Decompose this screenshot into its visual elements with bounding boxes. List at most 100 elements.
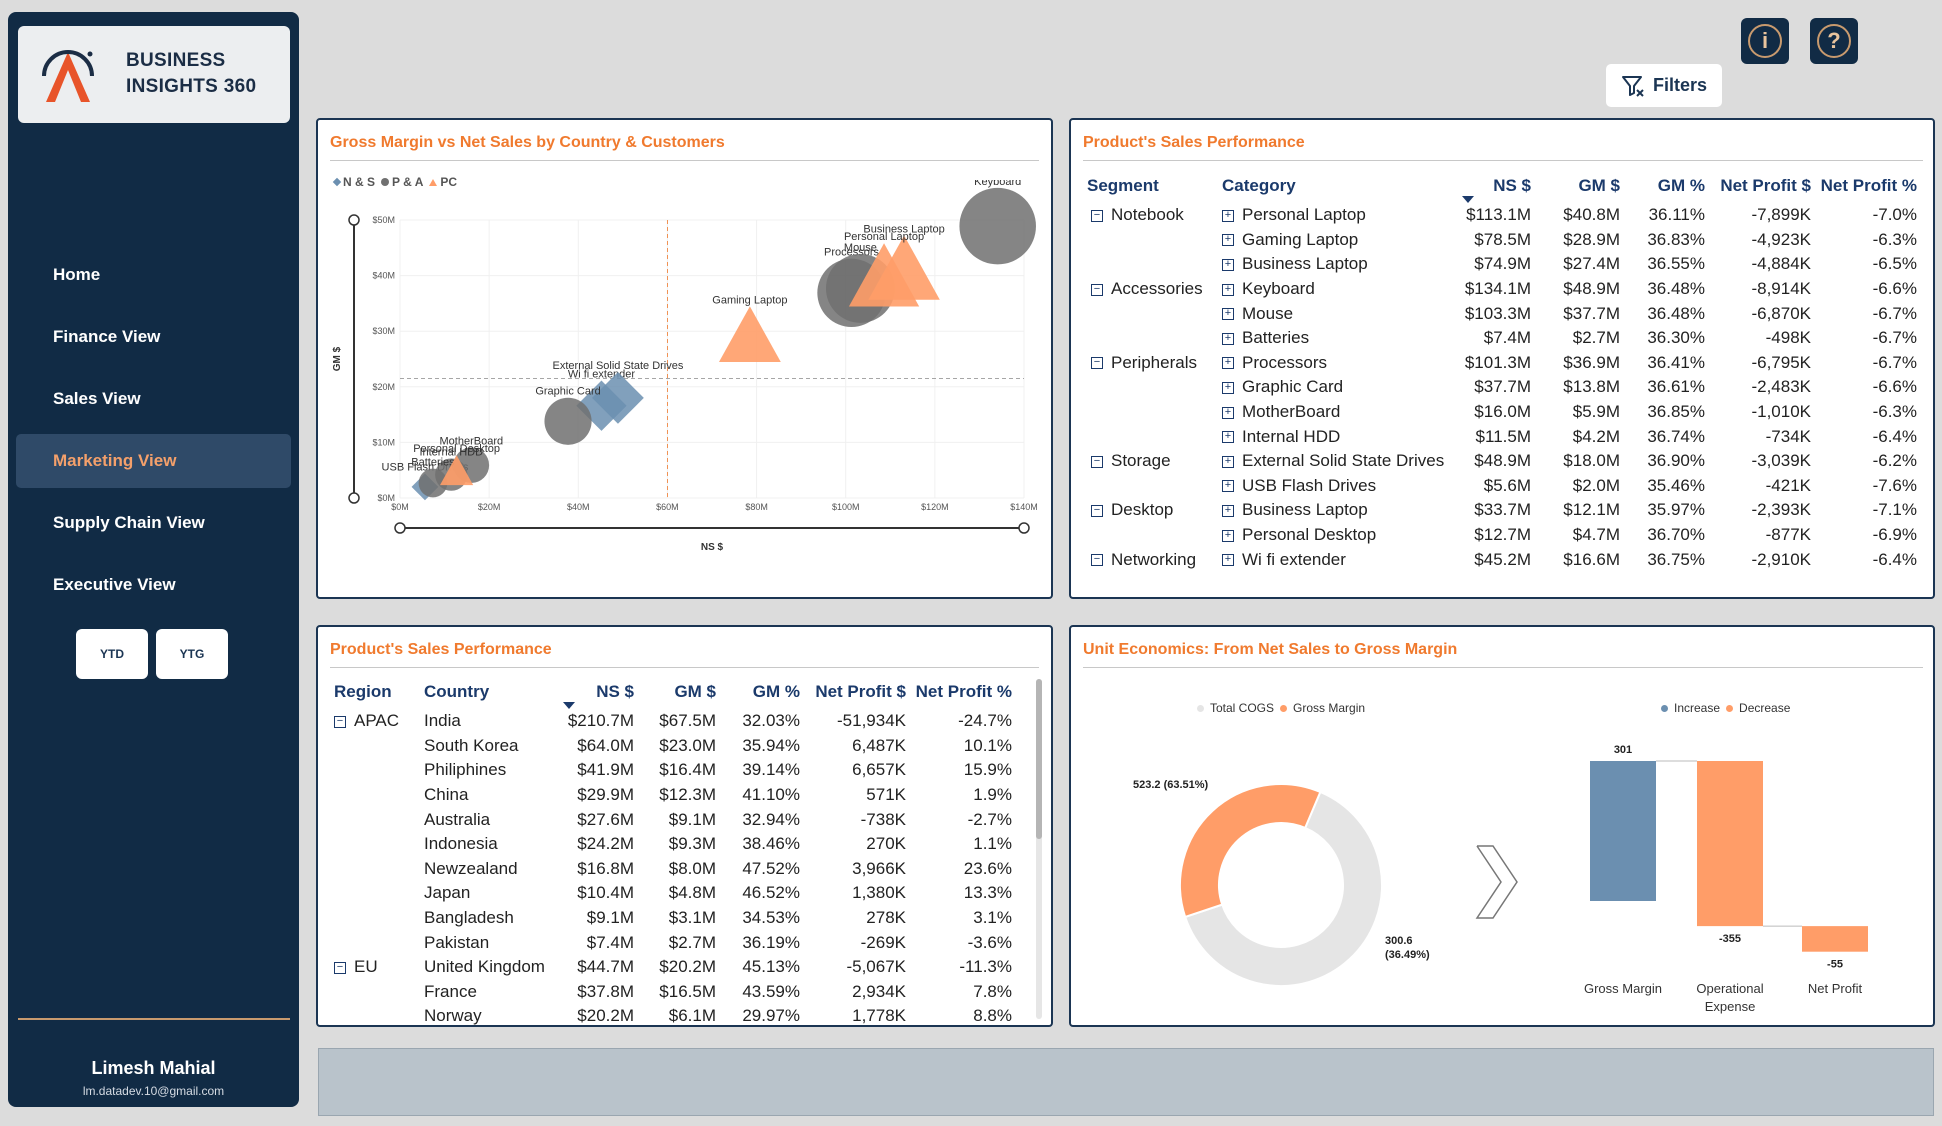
column-header-ns[interactable]: NS $	[596, 682, 634, 701]
panel-rule	[330, 160, 1039, 161]
table-row[interactable]: + Business Laptop $74.9M $27.4M 36.55% -4,884…	[1083, 252, 1921, 277]
waterfall-bar[interactable]	[1802, 926, 1868, 952]
user-email[interactable]: lm.datadev.10@gmail.com	[82, 1084, 225, 1098]
column-header-ns[interactable]: NS $	[1493, 176, 1531, 195]
y-slider-handle[interactable]	[348, 492, 360, 504]
category-label: Business Laptop	[1242, 500, 1368, 520]
table-row[interactable]: + Graphic Card $37.7M $13.8M 36.61% -2,483K -6…	[1083, 375, 1921, 400]
table-cell-gm: $28.9M	[1563, 229, 1620, 249]
table-row[interactable]: − EU United Kingdom $44.7M $20.2M 45.13% -5,06…	[330, 955, 1016, 980]
y-slider-handle[interactable]	[348, 214, 360, 226]
waterfall-bar[interactable]	[1590, 761, 1656, 901]
table-row[interactable]: + Internal HDD $11.5M $4.2M 36.74% -734K -6.4%	[1083, 424, 1921, 449]
table-row[interactable]: Pakistan $7.4M $2.7M 36.19% -269K -3.6%	[330, 930, 1016, 955]
table-row[interactable]: + Batteries $7.4M $2.7M 36.30% -498K -6.7%	[1083, 326, 1921, 351]
table-row[interactable]: − Accessories + Keyboard $134.1M $48.9M 36.48%…	[1083, 277, 1921, 302]
table-row[interactable]: South Korea $64.0M $23.0M 35.94% 6,487K 10.1%	[330, 734, 1016, 759]
column-header-country[interactable]: Country	[424, 682, 490, 701]
scatter-point[interactable]	[718, 306, 781, 363]
ytg-button[interactable]: YTG	[156, 629, 228, 679]
table-row[interactable]: Philiphines $41.9M $16.4M 39.14% 6,657K 15.9%	[330, 758, 1016, 783]
table-row[interactable]: − Notebook + Personal Laptop $113.1M $40.8M 36…	[1083, 203, 1921, 228]
expand-icon[interactable]: +	[1222, 480, 1234, 493]
nav-item-sales-view[interactable]: Sales View	[53, 389, 141, 408]
nav-item-supply-chain-view[interactable]: Supply Chain View	[53, 513, 205, 532]
sort-desc-icon[interactable]	[1462, 196, 1474, 203]
collapse-icon[interactable]: −	[1091, 283, 1103, 296]
expand-icon[interactable]: +	[1222, 308, 1234, 321]
table-row[interactable]: Australia $27.6M $9.1M 32.94% -738K -2.7%	[330, 807, 1016, 832]
table-row[interactable]: − Desktop + Business Laptop $33.7M $12.1M 35.9…	[1083, 498, 1921, 523]
scatter-point[interactable]	[418, 468, 448, 498]
table-row[interactable]: Indonesia $24.2M $9.3M 38.46% 270K 1.1%	[330, 832, 1016, 857]
column-header-region[interactable]: Region	[334, 682, 392, 701]
column-header-net-profit[interactable]: Net Profit $	[815, 682, 906, 701]
x-slider-handle[interactable]	[394, 522, 406, 534]
scatter-point[interactable]	[544, 397, 592, 445]
table-row[interactable]: + Personal Desktop $12.7M $4.7M 36.70% -877K -…	[1083, 523, 1921, 548]
table-row[interactable]: − APAC India $210.7M $67.5M 32.03% -51,934K -24…	[330, 709, 1016, 734]
nav-item-executive-view[interactable]: Executive View	[53, 575, 176, 594]
column-header-gm-pct[interactable]: GM %	[1657, 176, 1705, 195]
collapse-icon[interactable]: −	[1091, 504, 1103, 517]
table-row[interactable]: + Gaming Laptop $78.5M $28.9M 36.83% -4,923K -…	[1083, 228, 1921, 253]
expand-icon[interactable]: +	[1222, 234, 1234, 247]
help-button[interactable]: ?	[1810, 18, 1858, 64]
column-header-net-profit[interactable]: Net Profit $	[1720, 176, 1811, 195]
collapse-icon[interactable]: −	[1091, 455, 1103, 468]
column-header-net-profit-pct[interactable]: Net Profit %	[915, 682, 1012, 701]
sort-desc-icon[interactable]	[563, 702, 575, 709]
expand-icon[interactable]: +	[1222, 406, 1234, 419]
donut-slice[interactable]	[1179, 783, 1322, 919]
legend-label-gm: Gross Margin	[1293, 701, 1366, 715]
x-slider-handle[interactable]	[1018, 522, 1030, 534]
nav-item-marketing-view[interactable]: Marketing View	[16, 434, 291, 488]
filters-button[interactable]: Filters	[1606, 64, 1722, 107]
table-row[interactable]: + USB Flash Drives $5.6M $2.0M 35.46% -421K -7…	[1083, 474, 1921, 499]
nav-item-home[interactable]: Home	[53, 265, 101, 284]
table-row[interactable]: − Networking + Wi fi extender $45.2M $16.6M 36…	[1083, 547, 1921, 572]
table-row[interactable]: Japan $10.4M $4.8M 46.52% 1,380K 13.3%	[330, 881, 1016, 906]
vertical-scrollbar[interactable]	[1036, 679, 1042, 1019]
column-header-net-profit-pct[interactable]: Net Profit %	[1820, 176, 1917, 195]
expand-icon[interactable]: +	[1222, 455, 1234, 468]
collapse-icon[interactable]: −	[1091, 357, 1103, 370]
table-row[interactable]: − Storage + External Solid State Drives $48.…	[1083, 449, 1921, 474]
collapse-icon[interactable]: −	[334, 715, 346, 728]
scatter-point[interactable]	[439, 455, 474, 486]
column-header-segment[interactable]: Segment	[1087, 176, 1159, 195]
waterfall-bar[interactable]	[1697, 761, 1763, 927]
expand-icon[interactable]: +	[1222, 332, 1234, 345]
table-row[interactable]: France $37.8M $16.5M 43.59% 2,934K 7.8%	[330, 980, 1016, 1005]
expand-icon[interactable]: +	[1222, 431, 1234, 444]
scatter-point[interactable]	[848, 243, 920, 307]
table-row[interactable]: Norway $20.2M $6.1M 29.97% 1,778K 8.8%	[330, 1004, 1016, 1025]
expand-icon[interactable]: +	[1222, 554, 1234, 567]
donut-slice[interactable]	[1183, 790, 1383, 987]
table-row[interactable]: − Peripherals + Processors $101.3M $36.9M 36.4…	[1083, 351, 1921, 376]
table-row[interactable]: China $29.9M $12.3M 41.10% 571K 1.9%	[330, 783, 1016, 808]
scrollbar-thumb[interactable]	[1036, 679, 1042, 839]
table-row[interactable]: + MotherBoard $16.0M $5.9M 36.85% -1,010K -6.3…	[1083, 400, 1921, 425]
expand-icon[interactable]: +	[1222, 357, 1234, 370]
expand-icon[interactable]: +	[1222, 529, 1234, 542]
expand-icon[interactable]: +	[1222, 259, 1234, 271]
column-header-gm[interactable]: GM $	[1578, 176, 1620, 195]
nav-item-finance-view[interactable]: Finance View	[53, 327, 161, 346]
collapse-icon[interactable]: −	[334, 961, 346, 974]
column-header-category[interactable]: Category	[1222, 176, 1296, 195]
expand-icon[interactable]: +	[1222, 209, 1234, 222]
column-header-gm-pct[interactable]: GM %	[752, 682, 800, 701]
table-row[interactable]: Bangladesh $9.1M $3.1M 34.53% 278K 3.1%	[330, 906, 1016, 931]
column-header-gm[interactable]: GM $	[674, 682, 716, 701]
scatter-point[interactable]	[959, 187, 1036, 265]
ytd-button[interactable]: YTD	[76, 629, 148, 679]
expand-icon[interactable]: +	[1222, 381, 1234, 394]
table-row[interactable]: Newzealand $16.8M $8.0M 47.52% 3,966K 23.6%	[330, 857, 1016, 882]
collapse-icon[interactable]: −	[1091, 209, 1103, 222]
table-row[interactable]: + Mouse $103.3M $37.7M 36.48% -6,870K -6.7%	[1083, 301, 1921, 326]
info-button[interactable]: i	[1741, 18, 1789, 64]
collapse-icon[interactable]: −	[1091, 554, 1103, 567]
expand-icon[interactable]: +	[1222, 283, 1234, 296]
expand-icon[interactable]: +	[1222, 504, 1234, 517]
